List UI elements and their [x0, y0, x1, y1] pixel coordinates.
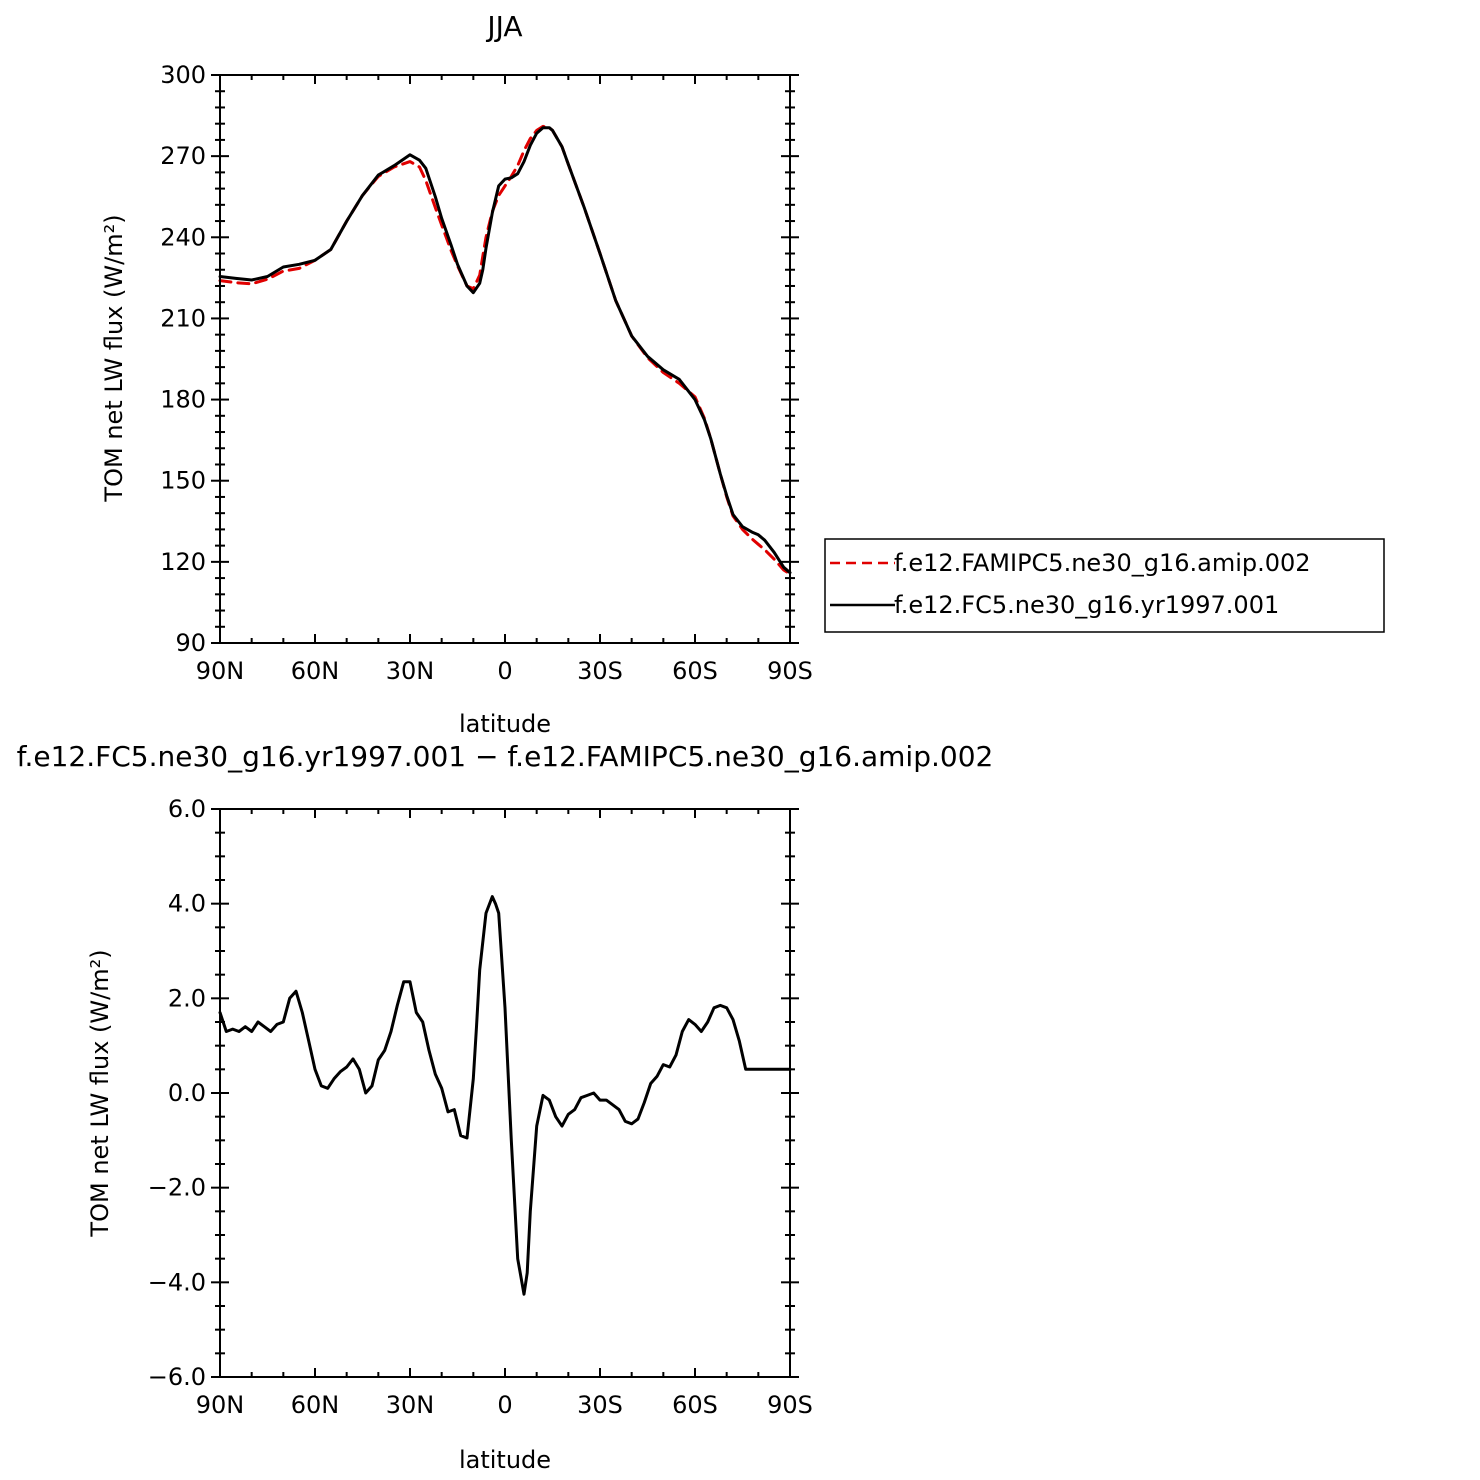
- bottom-y-axis-title: TOM net LW flux (W/m²): [86, 949, 114, 1237]
- legend: f.e12.FAMIPC5.ne30_g16.amip.002 f.e12.FC…: [824, 538, 1385, 633]
- bottom-plot-title: f.e12.FC5.ne30_g16.yr1997.001 − f.e12.FA…: [17, 740, 994, 773]
- bottom-x-tick-label: 90S: [767, 1391, 813, 1419]
- top-y-tick-label: 120: [160, 548, 206, 576]
- top-plot-title: JJA: [485, 10, 522, 43]
- bottom-y-tick-label: 2.0: [168, 984, 206, 1012]
- top-axis-ticks: [211, 74, 799, 644]
- bottom-y-tick-label: −2.0: [148, 1174, 206, 1202]
- bottom-x-tick-label: 60S: [672, 1391, 718, 1419]
- top-x-tick-label: 0: [497, 657, 512, 685]
- top-series-line-0: [218, 124, 792, 576]
- bottom-plot-frame: [219, 808, 791, 1378]
- bottom-x-tick-label: 30N: [386, 1391, 435, 1419]
- top-y-tick-label: 150: [160, 467, 206, 495]
- bottom-x-axis-title: latitude: [459, 1446, 551, 1474]
- bottom-series-group: [218, 895, 792, 1296]
- top-y-tick-label: 300: [160, 61, 206, 89]
- bottom-y-tick-label: −4.0: [148, 1268, 206, 1296]
- bottom-axis-ticks: [211, 808, 799, 1378]
- top-x-tick-label: 30S: [577, 657, 623, 685]
- bottom-y-tick-label: −6.0: [148, 1363, 206, 1391]
- top-panel: JJA TOM net LW flux (W/m²) latitude 90N 6…: [100, 10, 813, 738]
- bottom-y-tick-label: 4.0: [168, 890, 206, 918]
- top-y-tick-label: 180: [160, 386, 206, 414]
- top-y-tick-label: 240: [160, 223, 206, 251]
- top-y-tick-label: 90: [175, 629, 206, 657]
- bottom-y-tick-label: 0.0: [168, 1079, 206, 1107]
- top-x-tick-label: 90S: [767, 657, 813, 685]
- top-x-tick-label: 30N: [386, 657, 435, 685]
- bottom-x-tick-label: 30S: [577, 1391, 623, 1419]
- top-y-tick-label: 270: [160, 142, 206, 170]
- bottom-x-tick-label: 0: [497, 1391, 512, 1419]
- legend-box: [824, 538, 1385, 633]
- top-series-group: [218, 124, 792, 576]
- top-x-tick-label: 90N: [196, 657, 245, 685]
- bottom-series-line-0: [218, 895, 792, 1296]
- top-x-tick-label: 60N: [291, 657, 340, 685]
- top-y-axis-title: TOM net LW flux (W/m²): [100, 214, 128, 502]
- top-x-tick-label: 60S: [672, 657, 718, 685]
- legend-label-amip: f.e12.FAMIPC5.ne30_g16.amip.002: [894, 549, 1311, 577]
- bottom-panel: f.e12.FC5.ne30_g16.yr1997.001 − f.e12.FA…: [17, 740, 994, 1474]
- legend-label-fc5: f.e12.FC5.ne30_g16.yr1997.001: [894, 591, 1279, 619]
- top-plot-frame: [219, 74, 791, 644]
- top-series-line-1: [218, 126, 792, 575]
- bottom-y-tick-label: 6.0: [168, 795, 206, 823]
- top-axis-tick-labels: 90N 60N 30N 0 30S 60S 90S 90 120 150 180 210 240 270 3…: [160, 61, 813, 685]
- top-y-tick-label: 210: [160, 304, 206, 332]
- bottom-axis-tick-labels: 90N 60N 30N 0 30S 60S 90S −6.0 −4.0 −2.0 0.0 2.0 4.0…: [148, 795, 813, 1419]
- bottom-x-tick-label: 60N: [291, 1391, 340, 1419]
- bottom-x-tick-label: 90N: [196, 1391, 245, 1419]
- top-x-axis-title: latitude: [459, 710, 551, 738]
